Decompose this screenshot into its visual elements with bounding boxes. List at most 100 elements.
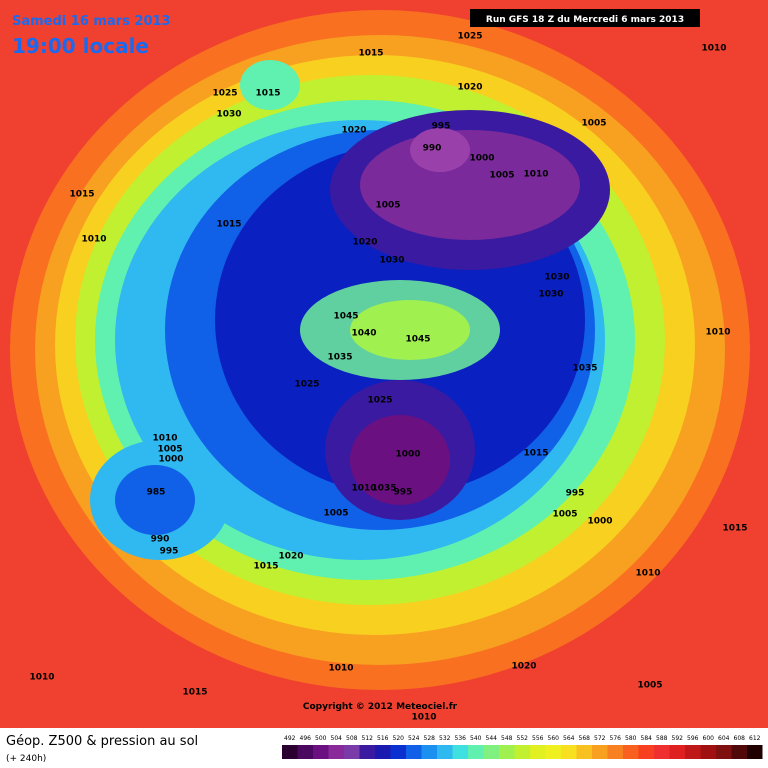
isobar-label: 1020 bbox=[511, 662, 536, 672]
isobar-label: 1000 bbox=[395, 450, 420, 460]
isobar-label: 1010 bbox=[523, 170, 548, 180]
z500-field bbox=[10, 10, 750, 690]
legend-swatch bbox=[716, 745, 732, 759]
legend-swatch bbox=[375, 745, 391, 759]
legend-swatch bbox=[731, 745, 747, 759]
legend-swatch bbox=[297, 745, 313, 759]
legend-label: 548 bbox=[501, 735, 513, 742]
isobar-label: 995 bbox=[394, 488, 413, 498]
legend-label: 532 bbox=[439, 735, 451, 742]
legend-swatch bbox=[561, 745, 577, 759]
legend-swatch bbox=[592, 745, 608, 759]
legend-label: 608 bbox=[734, 735, 746, 742]
legend-label: 612 bbox=[749, 735, 761, 742]
isobar-label: 1025 bbox=[212, 89, 237, 99]
isobar-label: 1010 bbox=[705, 328, 730, 338]
isobar-label: 1020 bbox=[278, 552, 303, 562]
isobar-label: 1015 bbox=[523, 449, 548, 459]
legend-label: 588 bbox=[656, 735, 668, 742]
legend-swatch bbox=[328, 745, 344, 759]
legend-label: 572 bbox=[594, 735, 606, 742]
isobar-label: 1015 bbox=[255, 89, 280, 99]
isobar-label: 1005 bbox=[323, 509, 348, 519]
legend-label: 568 bbox=[579, 735, 591, 742]
legend-swatch bbox=[437, 745, 453, 759]
legend-swatch bbox=[685, 745, 701, 759]
isobar-label: 1030 bbox=[379, 256, 404, 266]
legend-swatch bbox=[545, 745, 561, 759]
legend-label: 600 bbox=[703, 735, 715, 742]
isobar-label: 1010 bbox=[81, 235, 106, 245]
isobar-label: 990 bbox=[151, 535, 170, 545]
isobar-label: 1020 bbox=[341, 126, 366, 136]
legend-label: 500 bbox=[315, 735, 327, 742]
legend-label: 520 bbox=[393, 735, 405, 742]
legend-swatch bbox=[390, 745, 406, 759]
legend-label: 584 bbox=[641, 735, 653, 742]
legend-swatch bbox=[282, 745, 298, 759]
legend-label: 512 bbox=[362, 735, 374, 742]
isobar-label: 1005 bbox=[489, 171, 514, 181]
legend-label: 592 bbox=[672, 735, 684, 742]
legend-label: 504 bbox=[331, 735, 343, 742]
isobar-label: 1000 bbox=[158, 455, 183, 465]
legend-swatch bbox=[344, 745, 360, 759]
isobar-label: 1030 bbox=[538, 290, 563, 300]
isobar-label: 1005 bbox=[375, 201, 400, 211]
legend-label: 552 bbox=[517, 735, 529, 742]
footer-title: Géop. Z500 & pression au sol bbox=[6, 734, 198, 749]
legend-swatch bbox=[654, 745, 670, 759]
legend-swatch bbox=[483, 745, 499, 759]
isobar-label: 1000 bbox=[469, 154, 494, 164]
isobar-label: 1015 bbox=[253, 562, 278, 572]
isobar-label: 1030 bbox=[216, 110, 241, 120]
legend-swatch bbox=[700, 745, 716, 759]
legend-swatch bbox=[499, 745, 515, 759]
date-label: Samedi 16 mars 2013 bbox=[12, 14, 171, 29]
isobar-label: 1005 bbox=[581, 119, 606, 129]
legend-label: 556 bbox=[532, 735, 544, 742]
isobar-label: 1040 bbox=[351, 329, 376, 339]
legend-swatch bbox=[421, 745, 437, 759]
isobar-label: 1020 bbox=[457, 83, 482, 93]
legend-label: 576 bbox=[610, 735, 622, 742]
legend-label: 524 bbox=[408, 735, 420, 742]
isobar-label: 1000 bbox=[587, 517, 612, 527]
time-label: 19:00 locale bbox=[12, 34, 149, 58]
legend-swatch bbox=[623, 745, 639, 759]
legend-swatch bbox=[514, 745, 530, 759]
isobar-label: 1010 bbox=[351, 484, 376, 494]
isobar-label: 1010 bbox=[152, 434, 177, 444]
isobar-label: 1010 bbox=[328, 664, 353, 674]
legend-label: 492 bbox=[284, 735, 296, 742]
legend-swatch bbox=[313, 745, 329, 759]
legend-swatch bbox=[576, 745, 592, 759]
isobar-label: 990 bbox=[423, 144, 442, 154]
isobar-label: 1045 bbox=[405, 335, 430, 345]
isobar-label: 985 bbox=[147, 488, 166, 498]
legend-label: 528 bbox=[424, 735, 436, 742]
legend-label: 560 bbox=[548, 735, 560, 742]
legend-swatch bbox=[359, 745, 375, 759]
isobar-label: 1010 bbox=[411, 713, 436, 723]
legend-label: 544 bbox=[486, 735, 498, 742]
isobar-label: 1005 bbox=[552, 510, 577, 520]
isobar-label: 1025 bbox=[457, 32, 482, 42]
isobar-label: 995 bbox=[566, 489, 585, 499]
isobar-label: 1025 bbox=[367, 396, 392, 406]
legend-swatch bbox=[747, 745, 763, 759]
isobar-label: 1045 bbox=[333, 312, 358, 322]
isobar-label: 1015 bbox=[358, 49, 383, 59]
legend-label: 508 bbox=[346, 735, 358, 742]
isobar-label: 1015 bbox=[216, 220, 241, 230]
isobar-label: 1010 bbox=[29, 673, 54, 683]
isobar-label: 1035 bbox=[572, 364, 597, 374]
isobar-label: 1015 bbox=[182, 688, 207, 698]
legend-swatch bbox=[406, 745, 422, 759]
legend-label: 536 bbox=[455, 735, 467, 742]
isobar-label: 1005 bbox=[637, 681, 662, 691]
isobar-label: 995 bbox=[160, 547, 179, 557]
isobar-label: 995 bbox=[432, 122, 451, 132]
